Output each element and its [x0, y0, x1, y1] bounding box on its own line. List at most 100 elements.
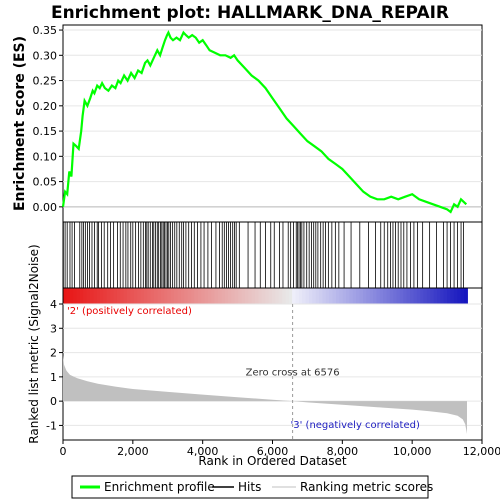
rank-bar-segment: [79, 288, 84, 304]
rank-bar-segment: [86, 288, 91, 304]
rank-bar-segment: [238, 288, 243, 304]
rank-bar-segment: [184, 288, 189, 304]
rank-bar-segment: [376, 288, 381, 304]
rank-bar-segment: [298, 288, 303, 304]
rank-bar-segment: [228, 288, 233, 304]
es-y-tick-label: 0.05: [33, 176, 58, 189]
rank-bar-segment: [349, 288, 354, 304]
rank-bar-segment: [271, 288, 276, 304]
x-tick-label: 4,000: [187, 445, 219, 458]
rank-bar-segment: [282, 288, 286, 304]
es-plot-frame: [62, 24, 483, 223]
rank-bar-segment: [302, 288, 307, 304]
rank-bar-segment: [116, 288, 121, 304]
rank-bar-segment: [170, 288, 175, 304]
rank-bar-segment: [329, 288, 334, 304]
rank-bar-segment: [433, 288, 438, 304]
negative-correlation-label: '3' (negatively correlated): [291, 420, 420, 431]
rank-bar-segment: [261, 288, 266, 304]
x-tick-label: 10,000: [393, 445, 432, 458]
x-axis-ticks: 0 2,000 4,000 6,000 8,000 10,000 12,000: [60, 440, 500, 458]
rank-bar-segment: [147, 288, 152, 304]
rank-bar-segment: [319, 288, 324, 304]
rank-bar-segment: [251, 288, 256, 304]
es-y-tick-label: 0.25: [33, 75, 58, 88]
legend-items: Enrichment profile Hits Ranking metric sco…: [80, 480, 433, 494]
rank-bar-segment: [292, 288, 297, 304]
chart-title: Enrichment plot: HALLMARK_DNA_REPAIR: [51, 3, 449, 23]
rank-bar-segment: [308, 288, 313, 304]
rank-bar-segment: [248, 288, 253, 304]
metric-y-axis-label: Ranked list metric (Signal2Noise): [27, 244, 41, 443]
metric-y-tick-label: 2: [50, 347, 57, 360]
rank-bar-segment: [413, 288, 418, 304]
rank-bar-segment: [113, 288, 118, 304]
rank-bar-segment: [403, 288, 408, 304]
positive-correlation-label: '2' (positively correlated): [67, 306, 192, 317]
rank-bar-segment: [214, 288, 219, 304]
rank-bar-segment: [410, 288, 415, 304]
rank-bar-segment: [275, 288, 280, 304]
es-y-tick-label: 0.35: [33, 24, 58, 37]
rank-bar-segment: [352, 288, 357, 304]
rank-bar-segment: [89, 288, 94, 304]
rank-bar-segment: [130, 288, 135, 304]
rank-bar-segment: [143, 288, 148, 304]
metric-plot-frame: [62, 303, 483, 441]
rank-bar-segment: [106, 288, 111, 304]
rank-bar-segment: [305, 288, 310, 304]
rank-bar-segment: [66, 288, 71, 304]
rank-bar-segment: [83, 288, 88, 304]
hit-marks: [62, 222, 464, 288]
rank-bar-segment: [231, 288, 236, 304]
rank-bar-segment: [437, 288, 441, 304]
rank-bar-segment: [295, 288, 300, 304]
rank-bar-segment: [430, 288, 435, 304]
rank-bar-segment: [447, 288, 452, 304]
rank-bar-segment: [177, 288, 182, 304]
rank-bar-segment: [450, 288, 455, 304]
rank-bar-segment: [356, 288, 361, 304]
x-tick-label: 0: [60, 445, 67, 458]
rank-bar-segment: [258, 288, 263, 304]
rank-bar-segment: [224, 288, 229, 304]
ranking-metric-area: [63, 355, 467, 434]
rank-bar-segment: [393, 288, 398, 304]
metric-y-ticks: -1 0 1 2 3 4: [46, 298, 63, 432]
rank-bar-segment: [217, 288, 222, 304]
es-y-ticks: 0.00 0.05 0.10 0.15 0.20 0.25 0.30 0.35: [33, 24, 63, 214]
rank-bar-segment: [157, 288, 162, 304]
rank-bar-segment: [123, 288, 128, 304]
rank-bar-segment: [339, 288, 344, 304]
legend: Enrichment profile Hits Ranking metric sco…: [71, 475, 433, 499]
rank-bar-segment: [453, 288, 458, 304]
rank-bar-segment: [386, 288, 391, 304]
metric-y-tick-label: 3: [50, 322, 57, 335]
rank-bar-segment: [457, 288, 462, 304]
rank-bar-segment: [278, 288, 283, 304]
rank-bar-segment: [285, 288, 290, 304]
rank-bar-segment: [342, 288, 347, 304]
rank-bar-segment: [372, 288, 377, 304]
rank-bar-segment: [110, 288, 115, 304]
rank-bar-segment: [268, 288, 273, 304]
rank-bar-segment: [234, 288, 239, 304]
rank-bar-segment: [416, 288, 421, 304]
es-y-tick-label: 0.00: [33, 201, 58, 214]
rank-bar-segment: [180, 288, 185, 304]
rank-bar-segment: [201, 288, 206, 304]
rank-bar-segment: [335, 288, 340, 304]
rank-bar-segment: [244, 288, 249, 304]
rank-bar-segment: [164, 288, 169, 304]
ranking-color-bar: [62, 287, 483, 305]
rank-bar-segment: [312, 288, 317, 304]
rank-bar-segment: [346, 288, 351, 304]
rank-bar-segment: [379, 288, 384, 304]
hits-panel: [62, 221, 483, 289]
rank-bar-segment: [399, 288, 404, 304]
rank-bar-segment: [93, 288, 98, 304]
rank-bar-segment: [265, 288, 270, 304]
rank-bar-segment: [460, 288, 465, 304]
rank-bar-segment: [204, 288, 209, 304]
es-y-tick-label: 0.30: [33, 49, 58, 62]
